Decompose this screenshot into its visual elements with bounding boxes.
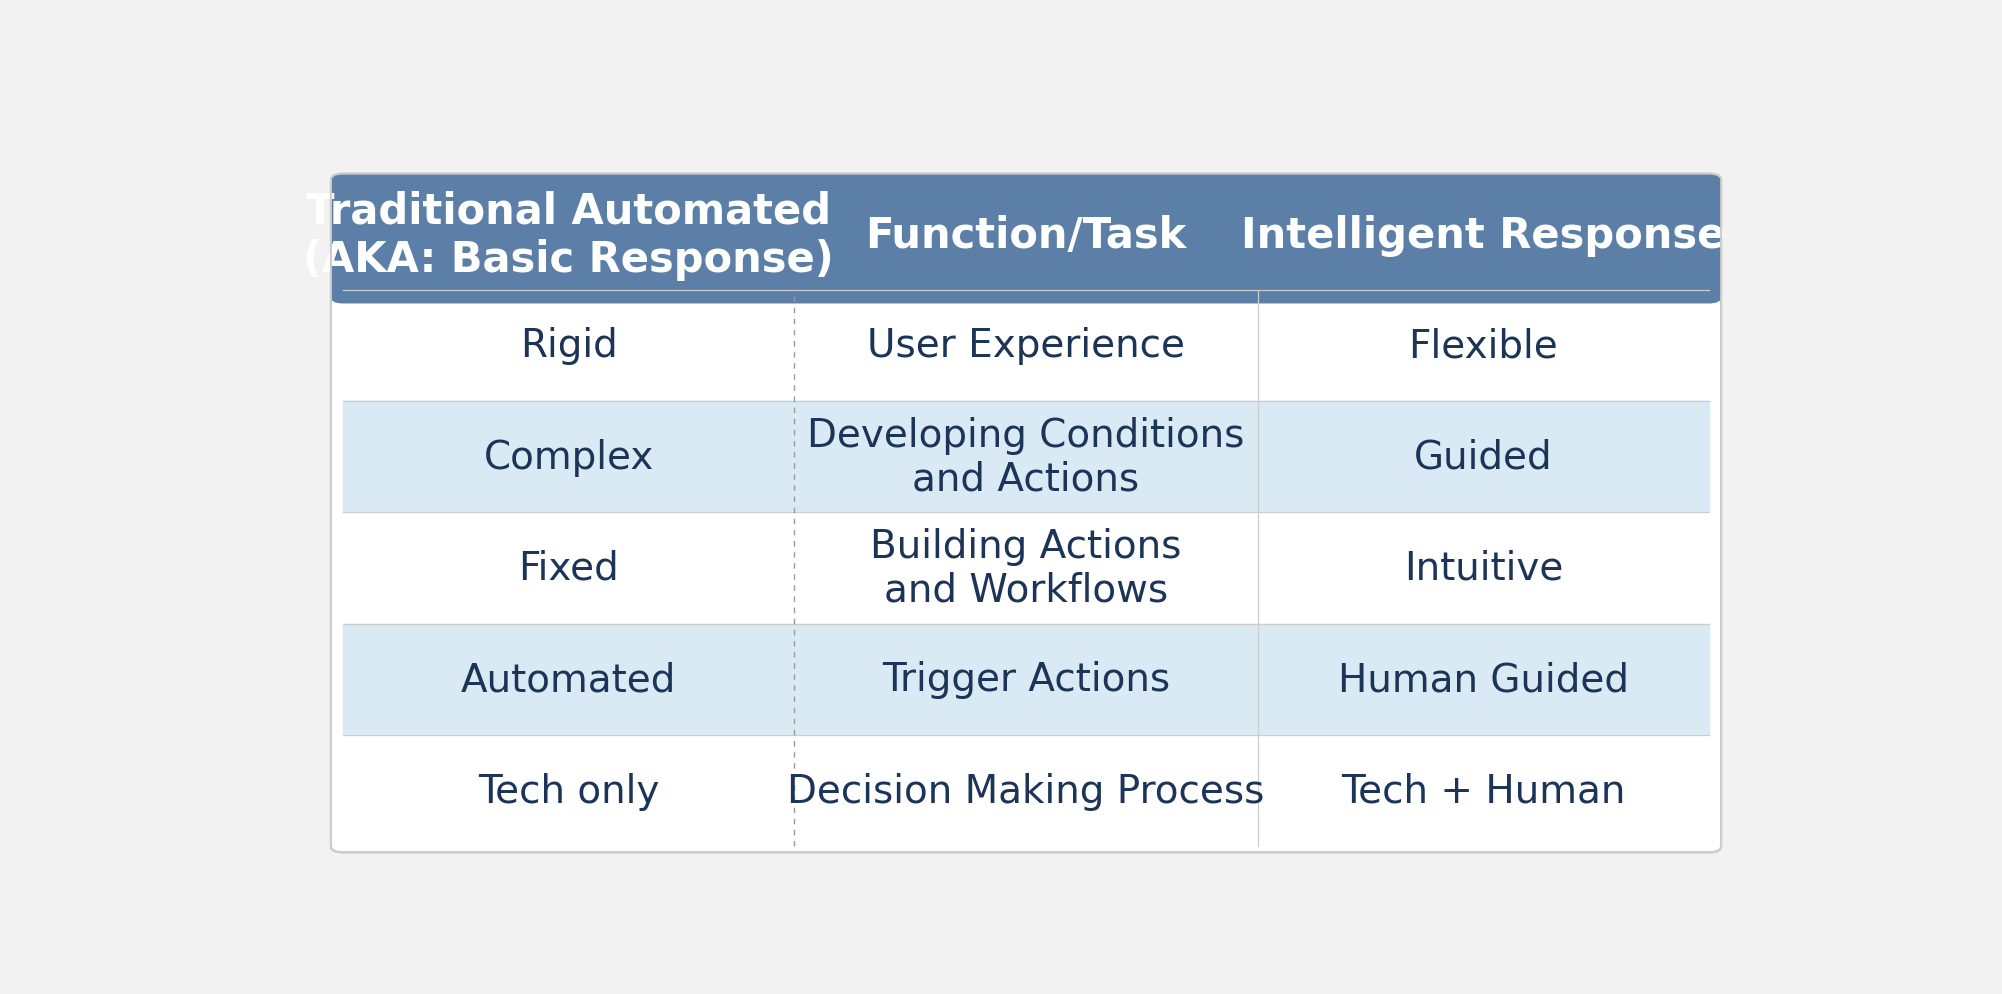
Text: Intuitive: Intuitive — [1403, 550, 1564, 587]
Text: Decision Making Process: Decision Making Process — [787, 771, 1265, 810]
Text: Tech only: Tech only — [478, 771, 659, 810]
Bar — [344, 402, 1708, 513]
Bar — [344, 736, 1708, 846]
Text: Guided: Guided — [1413, 438, 1554, 476]
Text: Traditional Automated
(AKA: Basic Response): Traditional Automated (AKA: Basic Respon… — [302, 190, 835, 280]
Bar — [344, 290, 1708, 402]
FancyBboxPatch shape — [330, 174, 1722, 304]
Text: User Experience: User Experience — [867, 327, 1185, 365]
Text: Fixed: Fixed — [519, 550, 619, 587]
Text: Trigger Actions: Trigger Actions — [883, 661, 1169, 699]
Text: Rigid: Rigid — [521, 327, 617, 365]
Bar — [344, 263, 1708, 290]
Text: Developing Conditions
and Actions: Developing Conditions and Actions — [807, 416, 1245, 498]
Text: Intelligent Response: Intelligent Response — [1241, 215, 1726, 256]
FancyBboxPatch shape — [330, 174, 1722, 853]
Bar — [344, 624, 1708, 736]
Text: Flexible: Flexible — [1409, 327, 1558, 365]
Text: Complex: Complex — [482, 438, 655, 476]
Text: Human Guided: Human Guided — [1337, 661, 1630, 699]
Text: Tech + Human: Tech + Human — [1341, 771, 1626, 810]
Text: Building Actions
and Workflows: Building Actions and Workflows — [871, 528, 1181, 609]
Bar — [344, 181, 1708, 290]
Text: Automated: Automated — [460, 661, 677, 699]
Text: Function/Task: Function/Task — [865, 215, 1187, 256]
Bar — [344, 513, 1708, 624]
